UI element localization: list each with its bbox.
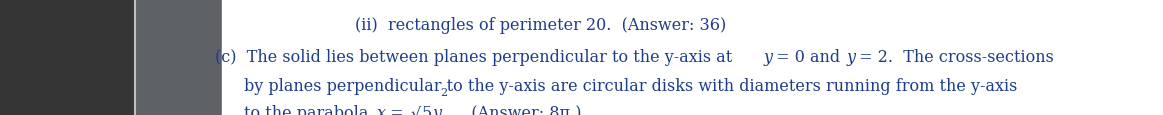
Text: y: y xyxy=(763,49,772,66)
Text: 5: 5 xyxy=(422,104,433,115)
Bar xyxy=(135,0,222,115)
Text: y: y xyxy=(847,49,855,66)
Bar xyxy=(0,0,134,115)
Text: √: √ xyxy=(411,104,421,115)
Text: = 2.  The cross-sections: = 2. The cross-sections xyxy=(855,49,1054,66)
Text: y: y xyxy=(433,104,441,115)
Text: .  (Answer: 8π.): . (Answer: 8π.) xyxy=(456,104,582,115)
Text: (ii)  rectangles of perimeter 20.  (Answer: 36): (ii) rectangles of perimeter 20. (Answer… xyxy=(355,17,726,34)
Text: (c)  The solid lies between planes perpendicular to the y-axis at: (c) The solid lies between planes perpen… xyxy=(215,49,737,66)
Text: x: x xyxy=(377,104,386,115)
Bar xyxy=(222,0,1163,115)
Text: = 0 and: = 0 and xyxy=(771,49,846,66)
Text: 2: 2 xyxy=(441,87,448,97)
Text: to the parabola: to the parabola xyxy=(244,104,373,115)
Text: by planes perpendicular to the y-axis are circular disks with diameters running : by planes perpendicular to the y-axis ar… xyxy=(244,78,1018,95)
Text: =: = xyxy=(385,104,409,115)
